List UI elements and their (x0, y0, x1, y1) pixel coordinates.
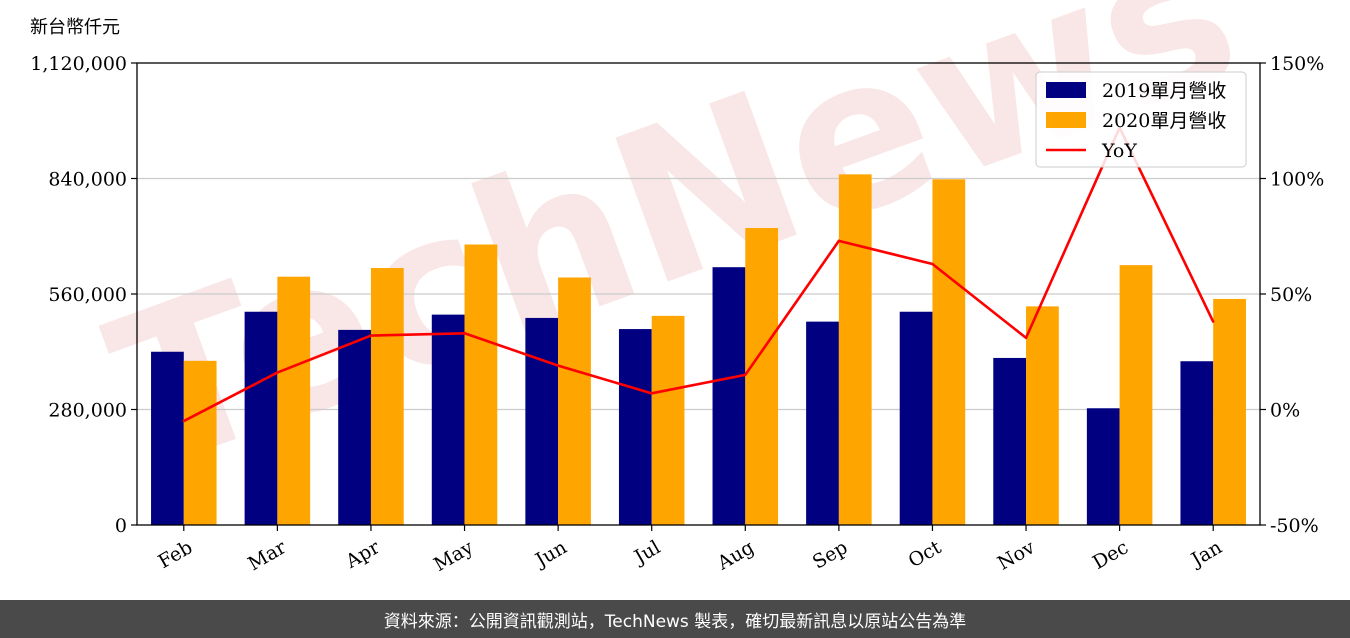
yoy-point (931, 262, 934, 266)
bar-2019 (151, 351, 184, 525)
category-tick-label: Jun (530, 536, 571, 572)
category-ticks: Feb Mar Apr May Jun Jul Aug Sep Oct Nov Dec Jan (154, 525, 1226, 576)
category-tick-label: Aug (713, 536, 758, 575)
bar-2019 (618, 329, 652, 525)
left-tick-label: 560,000 (48, 284, 127, 306)
legend-swatch-2020 (1046, 112, 1086, 128)
yoy-point (276, 371, 279, 374)
bar-2019 (1180, 361, 1214, 525)
category-tick-label: May (430, 536, 477, 576)
yoy-point (182, 419, 185, 423)
chart: TechNews 新台幣仟元 0280,000560,000840,0001,1… (30, 0, 1324, 576)
yoy-point (463, 332, 466, 335)
right-tick-label: 50% (1270, 284, 1312, 306)
bar-2020 (651, 315, 685, 525)
left-tick-label: 1,120,000 (30, 53, 127, 75)
category-tick-label: Oct (905, 536, 946, 572)
legend-swatch-2019 (1046, 82, 1086, 98)
category-tick-label: Sep (809, 536, 852, 573)
bar-2020 (932, 179, 966, 525)
yoy-line (182, 126, 1215, 423)
bar-2020 (1213, 298, 1246, 525)
bar-2020 (370, 268, 404, 525)
bar-2020 (745, 228, 779, 525)
right-tick-label: 100% (1270, 169, 1324, 191)
bar-2019 (431, 314, 465, 525)
bar-2019 (712, 267, 746, 525)
category-tick-label: Apr (341, 536, 384, 573)
category-tick-label: Mar (244, 536, 290, 575)
right-axis-ticks: -50% 0% 50% 100% 150% (1260, 53, 1324, 537)
left-tick-label: 280,000 (48, 400, 127, 422)
yoy-point (837, 239, 841, 243)
bar-2020 (558, 277, 591, 525)
yoy-point (650, 392, 653, 395)
bar-2020 (1119, 265, 1153, 525)
legend: 2019單月營收 2020單月營收 YoY (1035, 71, 1247, 168)
yoy-point (369, 334, 373, 337)
bar-2020 (1026, 306, 1059, 525)
bar-2019 (993, 357, 1027, 525)
right-tick-label: 0% (1270, 400, 1300, 422)
grid-lines (137, 177, 1260, 411)
yoy-point (744, 373, 747, 377)
right-tick-label: 150% (1270, 53, 1324, 75)
bar-2020 (183, 360, 217, 525)
right-tick-label: -50% (1270, 515, 1319, 537)
bar-2020 (838, 174, 872, 525)
left-axis-ticks: 0 280,000 560,000 840,000 1,120,000 (30, 53, 137, 537)
left-tick-label: 840,000 (48, 169, 127, 191)
bar-2019 (1086, 408, 1120, 525)
bar-2019 (244, 311, 278, 525)
category-tick-label: Feb (154, 536, 196, 573)
bars (151, 174, 1246, 525)
legend-box (1035, 71, 1247, 168)
bar-2020 (277, 276, 311, 525)
category-tick-label: Jul (629, 536, 664, 569)
bar-2019 (338, 329, 371, 525)
yoy-series-line (183, 126, 1215, 423)
legend-label-2020: 2020單月營收 (1102, 110, 1226, 132)
bar-2020 (464, 244, 498, 525)
bar-2019 (525, 317, 559, 525)
yoy-point (1212, 320, 1215, 323)
category-tick-label: Jan (1186, 536, 1226, 572)
yoy-point (1024, 336, 1028, 340)
category-tick-label: Dec (1089, 536, 1132, 574)
category-tick-label: Nov (994, 536, 1039, 575)
legend-label-yoy: YoY (1101, 140, 1137, 162)
yoy-point (556, 364, 560, 367)
footer-note: 資料來源：公開資訊觀測站，TechNews 製表，確切最新訊息以原站公告為準 (0, 600, 1350, 638)
left-tick-label: 0 (115, 515, 127, 537)
legend-label-2019: 2019單月營收 (1102, 80, 1226, 102)
bar-2019 (899, 311, 933, 525)
unit-label: 新台幣仟元 (30, 17, 120, 38)
bar-2019 (806, 321, 839, 525)
